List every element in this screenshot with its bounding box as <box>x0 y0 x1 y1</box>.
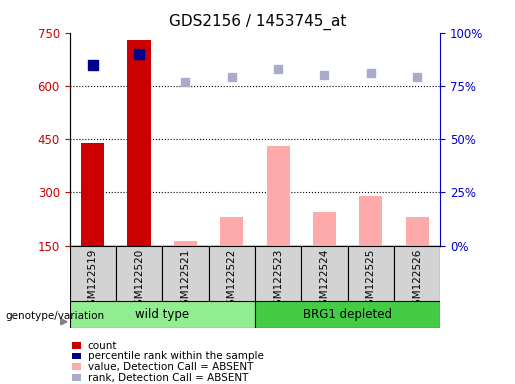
Text: rank, Detection Call = ABSENT: rank, Detection Call = ABSENT <box>88 373 248 383</box>
Text: GSM122521: GSM122521 <box>180 248 191 312</box>
Bar <box>255 301 440 328</box>
Bar <box>70 246 116 301</box>
Text: GSM122526: GSM122526 <box>412 248 422 312</box>
Bar <box>209 246 255 301</box>
Text: GDS2156 / 1453745_at: GDS2156 / 1453745_at <box>169 13 346 30</box>
Bar <box>405 217 428 246</box>
Bar <box>313 212 336 246</box>
Text: value, Detection Call = ABSENT: value, Detection Call = ABSENT <box>88 362 253 372</box>
Bar <box>394 246 440 301</box>
Bar <box>348 246 394 301</box>
Bar <box>70 301 255 328</box>
Bar <box>162 246 209 301</box>
Text: wild type: wild type <box>135 308 190 321</box>
Text: genotype/variation: genotype/variation <box>5 311 104 321</box>
Text: BRG1 depleted: BRG1 depleted <box>303 308 392 321</box>
Bar <box>174 241 197 246</box>
Bar <box>81 143 104 246</box>
Text: count: count <box>88 341 117 351</box>
Text: GSM122519: GSM122519 <box>88 248 98 312</box>
Text: GSM122523: GSM122523 <box>273 248 283 312</box>
Bar <box>359 196 382 246</box>
Bar <box>116 246 162 301</box>
Text: percentile rank within the sample: percentile rank within the sample <box>88 351 264 361</box>
Text: GSM122525: GSM122525 <box>366 248 376 312</box>
Text: GSM122520: GSM122520 <box>134 248 144 312</box>
Text: GSM122522: GSM122522 <box>227 248 237 312</box>
Bar <box>255 246 301 301</box>
Text: GSM122524: GSM122524 <box>319 248 330 312</box>
Bar <box>267 146 289 246</box>
Polygon shape <box>61 319 67 325</box>
Bar <box>128 40 150 246</box>
Bar <box>220 217 243 246</box>
Bar <box>301 246 348 301</box>
